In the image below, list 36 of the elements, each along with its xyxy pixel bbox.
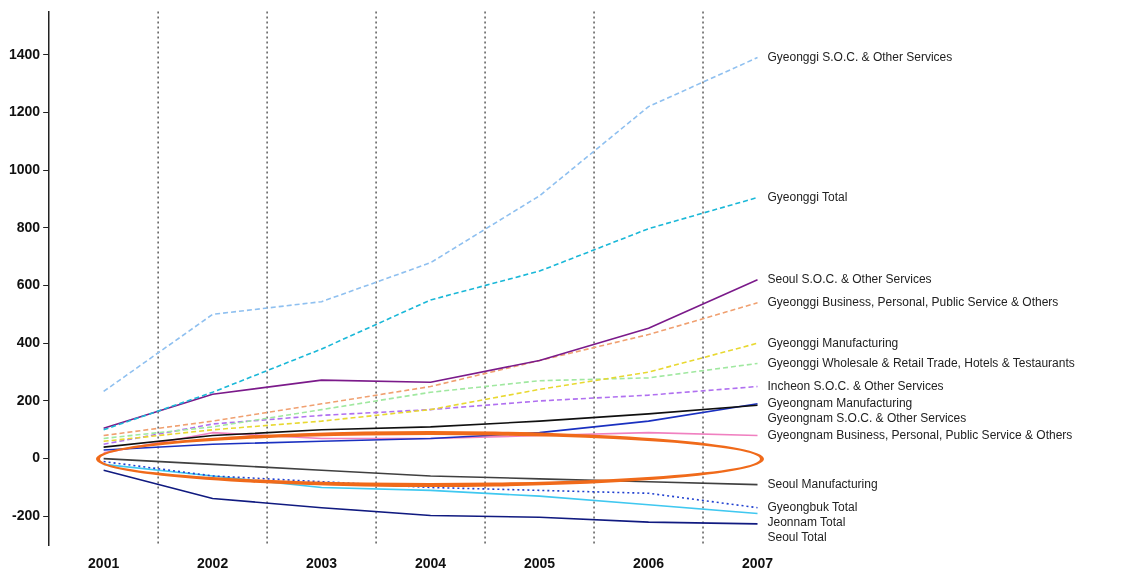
y-tick-label: 1400 — [8, 45, 41, 62]
y-tick-label: 0 — [32, 449, 41, 466]
y-tick-label: 400 — [16, 334, 41, 351]
y-tick-label: 200 — [16, 391, 41, 408]
line-series — [102, 385, 759, 446]
y-tick-label: 800 — [16, 218, 41, 235]
x-tick-label: 2007 — [741, 555, 774, 572]
series-label: Seoul Total — [767, 530, 827, 544]
line-series — [102, 362, 759, 440]
series-label: Gyeongnam Business, Personal, Public Service & Others — [767, 427, 1073, 442]
series-label: Incheon S.O.C. & Other Services — [767, 378, 944, 393]
series-label: Gyeongbuk Total — [767, 500, 858, 514]
x-tick-label: 2001 — [88, 555, 120, 572]
series-label: Gyeonggi Total — [767, 189, 848, 204]
line-series — [102, 56, 759, 393]
line-series — [102, 196, 759, 431]
y-tick-label: 1200 — [8, 103, 41, 120]
series-label: Gyeonggi Business, Personal, Public Service & Others — [767, 295, 1059, 310]
line-series — [102, 302, 759, 437]
x-tick-label: 2003 — [306, 555, 338, 572]
y-tick-label: 600 — [16, 276, 41, 293]
series-label: Gyeonggi Wholesale & Retail Trade, Hotels & Testaurants — [767, 355, 1075, 370]
series-label: Jeonnam Total — [767, 515, 846, 529]
x-tick-label: 2002 — [197, 555, 229, 572]
series-label: Gyeonggi S.O.C. & Other Services — [767, 49, 953, 64]
line-series — [102, 342, 759, 443]
x-tick-label: 2004 — [414, 555, 447, 572]
y-tick-label: -200 — [12, 507, 41, 524]
x-tick-label: 2006 — [632, 555, 665, 572]
y-tick-label: 1000 — [8, 160, 41, 177]
series-label: Gyeonggi Manufacturing — [767, 335, 899, 350]
series-label: Gyeongnam S.O.C. & Other Services — [767, 411, 967, 426]
series-label: Gyeongnam Manufacturing — [767, 396, 913, 411]
series-label: Seoul S.O.C. & Other Services — [767, 272, 932, 287]
x-tick-label: 2005 — [523, 555, 556, 572]
series-label: Seoul Manufacturing — [767, 476, 878, 491]
